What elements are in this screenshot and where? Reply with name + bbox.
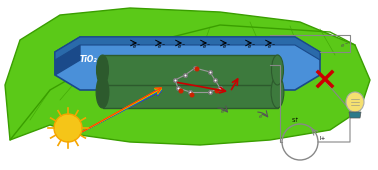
- Circle shape: [195, 66, 200, 72]
- Text: $e^-$: $e^-$: [132, 43, 141, 51]
- Text: TiO₂: TiO₂: [80, 55, 98, 64]
- Ellipse shape: [96, 76, 109, 108]
- Circle shape: [189, 92, 195, 98]
- Ellipse shape: [271, 76, 284, 108]
- Circle shape: [214, 89, 220, 94]
- Polygon shape: [102, 76, 277, 108]
- Polygon shape: [55, 37, 320, 90]
- Polygon shape: [5, 8, 370, 145]
- Ellipse shape: [271, 55, 284, 85]
- Text: $e^-$: $e^-$: [247, 43, 256, 51]
- Ellipse shape: [346, 92, 364, 112]
- Polygon shape: [102, 55, 277, 85]
- Text: I+: I+: [320, 136, 326, 141]
- Polygon shape: [55, 37, 320, 60]
- Text: $e^-$: $e^-$: [267, 43, 276, 51]
- Ellipse shape: [96, 55, 108, 85]
- Circle shape: [54, 114, 82, 142]
- Circle shape: [178, 89, 183, 94]
- Text: $e^-$: $e^-$: [220, 108, 229, 116]
- Text: $e^-$: $e^-$: [157, 43, 166, 51]
- Text: $e^-$: $e^-$: [202, 43, 211, 51]
- Text: S↑: S↑: [292, 118, 300, 123]
- Text: $e^-$: $e^-$: [177, 43, 186, 51]
- Text: $e^-$: $e^-$: [222, 43, 231, 51]
- Text: $e^-$: $e^-$: [340, 42, 349, 50]
- Polygon shape: [349, 112, 361, 118]
- Text: $e^-$: $e^-$: [258, 113, 267, 121]
- Polygon shape: [55, 37, 80, 75]
